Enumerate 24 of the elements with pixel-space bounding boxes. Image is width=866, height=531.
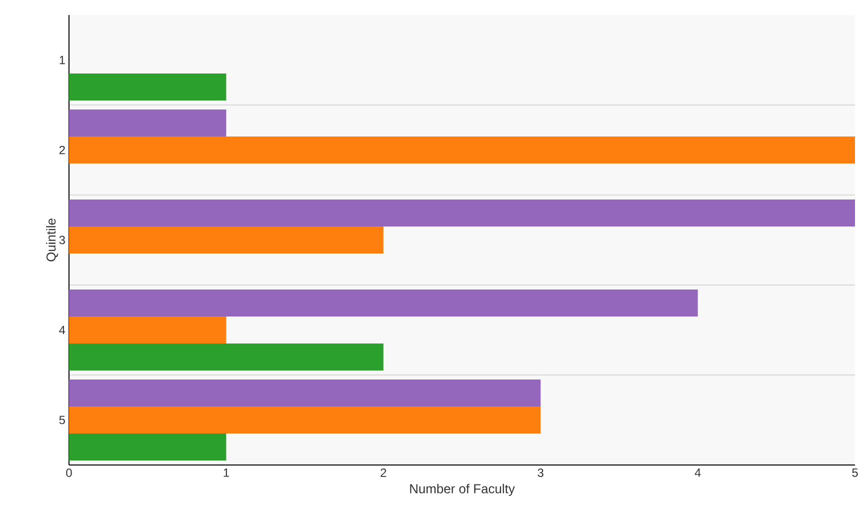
x-axis-title: Number of Faculty (410, 484, 515, 496)
bar (69, 290, 698, 317)
bar (69, 316, 226, 344)
bar (69, 226, 384, 254)
x-tick-label: 0 (66, 468, 72, 477)
bar (69, 406, 541, 434)
bar (69, 434, 226, 461)
bar (69, 110, 226, 137)
x-tick-label: 5 (852, 468, 858, 477)
bar (69, 74, 226, 101)
y-tick-label: 2 (59, 146, 65, 154)
bar (69, 344, 384, 371)
y-tick-label: 1 (60, 56, 65, 64)
x-tick-label: 1 (224, 468, 229, 477)
y-tick-label: 5 (59, 416, 65, 424)
y-tick-label: 4 (59, 326, 66, 334)
x-tick-label: 2 (380, 468, 386, 477)
x-tick-label: 4 (694, 468, 701, 477)
bar (69, 136, 856, 164)
y-tick-label: 3 (59, 236, 65, 244)
bar (69, 200, 856, 227)
x-tick-label: 3 (538, 468, 544, 477)
y-axis-title: Quintile (46, 218, 58, 262)
bar (69, 380, 541, 407)
